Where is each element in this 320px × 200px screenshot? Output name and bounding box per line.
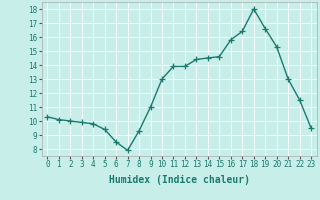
X-axis label: Humidex (Indice chaleur): Humidex (Indice chaleur): [109, 175, 250, 185]
